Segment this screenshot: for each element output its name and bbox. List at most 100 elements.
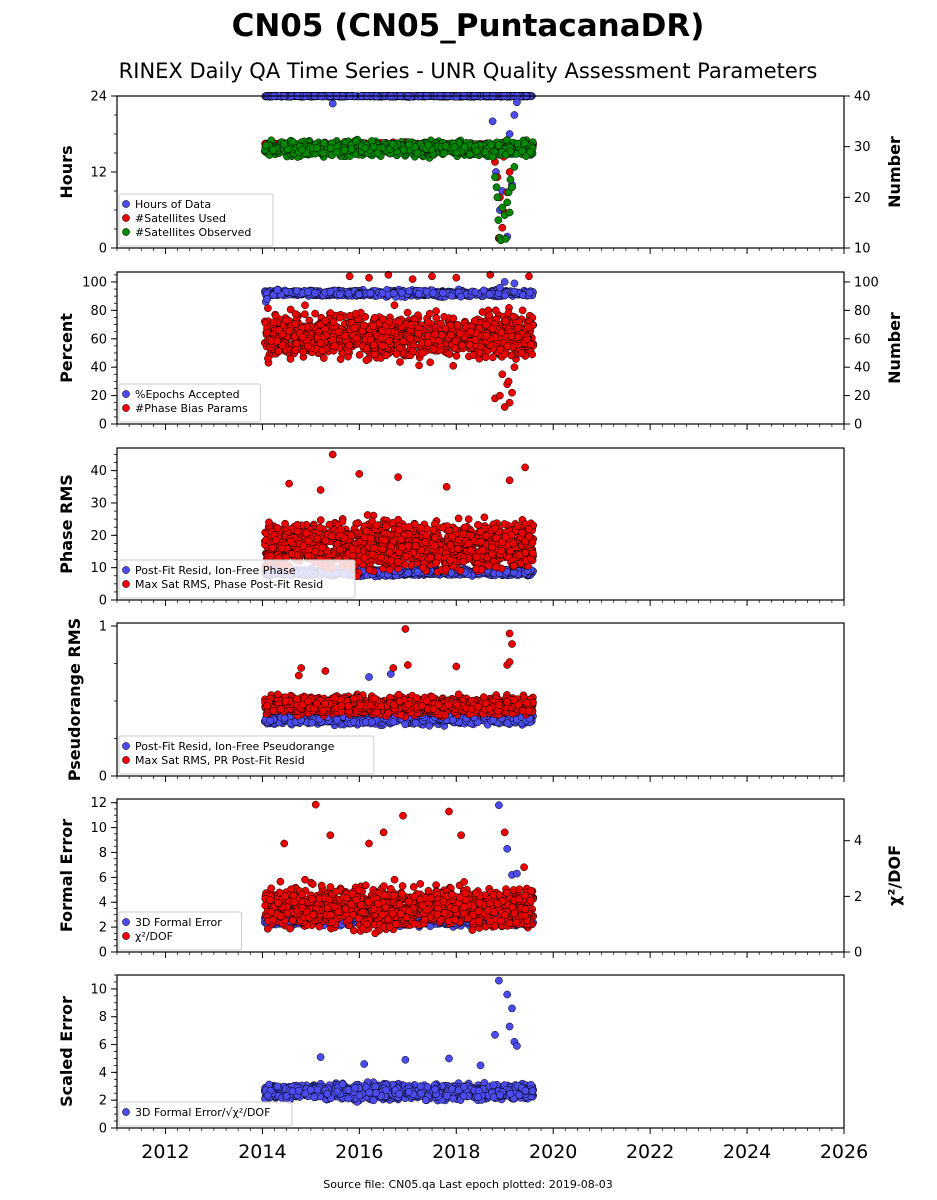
data-point: [369, 142, 378, 151]
data-point: [355, 351, 364, 359]
data-point: [366, 289, 375, 298]
data-point: [278, 341, 287, 350]
data-point: [415, 361, 423, 370]
data-point: [491, 173, 499, 181]
legend-label: %Epochs Accepted: [135, 388, 240, 401]
data-point: [384, 270, 393, 279]
data-point: [345, 341, 353, 349]
data-point: [452, 352, 461, 360]
data-point: [395, 344, 404, 353]
data-point: [523, 335, 531, 344]
data-point: [518, 306, 527, 315]
legend-box: [118, 383, 261, 423]
data-point: [465, 150, 474, 159]
data-point: [437, 319, 445, 328]
data-point: [488, 117, 497, 126]
figure-subtitle: RINEX Daily QA Time Series - UNR Quality…: [119, 59, 818, 83]
data-point: [326, 288, 335, 296]
data-point: [507, 332, 516, 341]
data-point: [365, 273, 373, 282]
data-point: [320, 139, 328, 147]
data-point: [286, 355, 295, 363]
data-point: [285, 327, 294, 335]
legend-marker: [122, 390, 130, 398]
data-point: [429, 345, 438, 354]
y-right-tick-label: 40: [854, 90, 871, 105]
data-point: [451, 337, 460, 346]
data-point: [269, 318, 278, 327]
y-tick-label: 24: [90, 90, 107, 105]
data-point: [518, 147, 527, 156]
y-right-tick-label: 10: [854, 242, 871, 257]
data-point: [405, 287, 413, 295]
y-right-tick-label: 60: [854, 332, 871, 347]
data-point: [432, 314, 441, 322]
data-point: [304, 288, 312, 296]
panel-2-points: [260, 270, 538, 411]
data-point: [361, 144, 370, 152]
data-point: [482, 320, 490, 329]
data-point: [335, 327, 343, 336]
data-point: [297, 145, 306, 154]
data-point: [347, 145, 356, 153]
data-point: [500, 403, 509, 411]
data-point: [503, 198, 512, 207]
data-point: [301, 310, 309, 319]
data-point: [449, 361, 458, 370]
data-point: [441, 324, 450, 333]
data-point: [345, 272, 354, 281]
y-right-axis-label: Number: [885, 312, 904, 384]
data-point: [510, 111, 519, 119]
source-note: Source file: CN05.qa Last epoch plotted:…: [323, 1178, 613, 1191]
data-point: [514, 333, 522, 341]
data-point: [498, 370, 507, 379]
data-point: [479, 286, 488, 295]
y-tick-label: 12: [90, 166, 107, 181]
data-point: [471, 336, 480, 344]
y-right-tick-label: 30: [854, 140, 871, 155]
data-point: [510, 363, 519, 372]
y-right-tick-label: 80: [854, 304, 871, 319]
data-point: [274, 347, 283, 356]
data-point: [422, 287, 431, 296]
data-point: [264, 304, 272, 313]
y-tick-label: 0: [99, 242, 107, 257]
series-red: [260, 270, 538, 411]
legend: Hours of Data#Satellites Used#Satellites…: [118, 193, 274, 247]
data-point: [425, 309, 434, 318]
y-tick-label: 100: [82, 275, 107, 290]
data-point: [389, 289, 398, 298]
data-point: [513, 98, 521, 107]
data-point: [497, 328, 506, 337]
data-point: [264, 354, 272, 363]
series-green: [261, 135, 537, 245]
data-point: [282, 316, 290, 325]
y-right-tick-label: 40: [854, 361, 871, 376]
data-point: [362, 356, 371, 365]
data-point: [399, 146, 408, 154]
series-blue: [261, 92, 536, 243]
data-point: [510, 279, 519, 288]
series-blue: [261, 278, 537, 306]
data-point: [332, 148, 341, 157]
data-point: [280, 140, 288, 148]
data-point: [288, 137, 297, 146]
data-point: [396, 358, 404, 366]
data-point: [504, 377, 513, 386]
data-point: [467, 327, 475, 336]
data-point: [378, 326, 387, 335]
data-point: [428, 272, 436, 281]
data-point: [488, 353, 497, 362]
y-tick-label: 0: [99, 418, 107, 433]
data-point: [451, 344, 460, 353]
data-point: [487, 141, 496, 149]
data-point: [494, 216, 503, 224]
data-point: [492, 183, 501, 192]
data-point: [363, 344, 371, 353]
data-point: [491, 306, 500, 315]
data-point: [424, 339, 433, 347]
data-point: [329, 317, 338, 326]
legend-marker: [122, 214, 130, 222]
